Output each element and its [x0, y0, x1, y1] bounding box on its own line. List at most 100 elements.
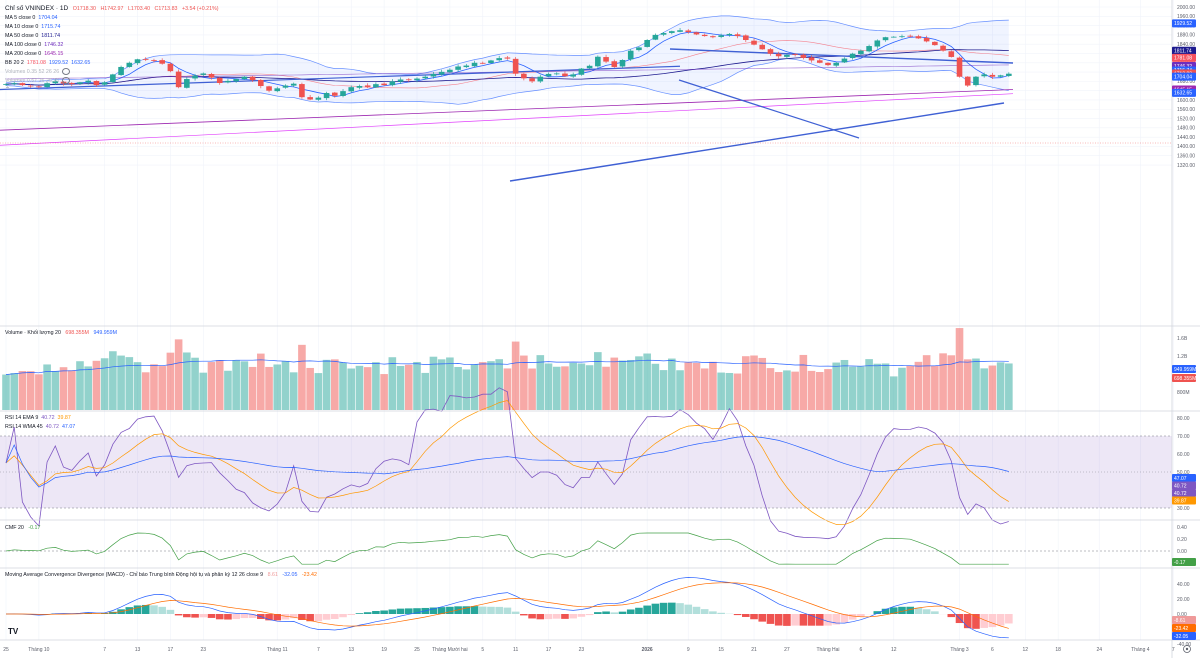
candle-body [882, 37, 889, 41]
candle-body [430, 73, 437, 77]
legend-ma100[interactable]: MA 100 close 0 1746.32 [5, 42, 64, 48]
symbol-title[interactable]: Chỉ số VNINDEX · 1D [5, 5, 69, 12]
candle [792, 53, 798, 57]
candle-body [381, 83, 387, 86]
candle [907, 34, 913, 38]
candle-body [849, 53, 856, 59]
legend-ma200[interactable]: MA 200 close 0 1645.15 [5, 51, 64, 57]
legend-ma5[interactable]: MA 5 close 0 1704.04 [5, 15, 58, 21]
candle [882, 36, 889, 42]
candle-body [233, 79, 239, 82]
macd-legend[interactable]: Moving Average Convergence Divergence (M… [5, 572, 317, 578]
volume-bar [281, 360, 290, 410]
volume-bar [100, 358, 109, 410]
candle-body [266, 86, 272, 91]
macd-histogram-bar [125, 607, 134, 614]
candle [307, 94, 313, 101]
candle [118, 65, 124, 76]
candle [915, 34, 922, 39]
candle [890, 36, 897, 38]
volume-bar [824, 369, 832, 410]
macd-histogram-bar [857, 614, 865, 617]
volume-bar [931, 365, 939, 410]
candle [364, 83, 371, 89]
legend-rsi-ema[interactable]: RSI 14 EMA 9 40.72 39.87 [5, 415, 71, 421]
volume-bar [536, 355, 545, 410]
tradingview-logo[interactable]: TV [8, 627, 19, 636]
bb-lower [5, 58, 1009, 105]
candle [759, 43, 766, 50]
tv-logo-icon[interactable]: TV [8, 627, 19, 636]
legend-ma10[interactable]: MA 10 close 0 1715.74 [5, 24, 61, 30]
ohlc-change: +3.54 (+0.21%) [181, 6, 219, 12]
volume-bar [2, 374, 10, 410]
candle [595, 55, 601, 68]
badge-text: 1781.08 [1174, 56, 1192, 62]
macd [5, 577, 1013, 639]
macd-histogram-bar [996, 614, 1005, 626]
candle-body [734, 34, 741, 37]
macd-histogram-bar [347, 614, 356, 616]
badge-bg [1172, 496, 1196, 505]
time-tick-label: 2026 [642, 647, 653, 653]
macd-signal-line [6, 582, 1009, 629]
candle-body [405, 79, 412, 81]
volume-bar [511, 341, 520, 410]
time-tick-label: 17 [168, 647, 174, 653]
candle-body [964, 76, 971, 86]
candle-body [923, 37, 930, 42]
badge-text: 1929.52 [1174, 21, 1192, 27]
volume-bar [248, 366, 257, 410]
volume-bar [972, 358, 980, 410]
rsi-lines [5, 387, 1009, 540]
candle-body [249, 76, 256, 81]
legend-bb[interactable]: BB 20 2 1781.08 1929.52 1632.65 [5, 60, 91, 66]
candle-body [611, 61, 618, 67]
volume-bar [988, 365, 997, 410]
candle [241, 76, 248, 80]
candle-body [578, 68, 585, 75]
rsi-wma-line [5, 436, 1009, 488]
macd-histogram-bar [528, 614, 536, 619]
time-tick-label: 6 [991, 647, 994, 653]
volume-bar [396, 365, 405, 410]
macd-histogram-bar [980, 614, 988, 628]
time-axis[interactable]: 25 Tháng 10 7 13 17 23 Tháng 11 7 13 19 25 Tháng Mư… [3, 647, 1200, 653]
volume-bar [224, 370, 232, 410]
candle [266, 85, 272, 93]
candle-body [874, 40, 881, 47]
macd-histogram-bar [585, 614, 594, 616]
macd-histogram-bar [470, 606, 479, 614]
candle-body [677, 30, 683, 32]
eye-icon[interactable] [62, 77, 71, 85]
symbol-row[interactable]: Chỉ số VNINDEX · 1D O1718.30 H1742.97 L1… [5, 4, 222, 14]
legend-ma50[interactable]: MA 50 close 0 1811.74 [5, 33, 61, 39]
candle-body [19, 83, 26, 86]
badge-text: -23.42 [1174, 626, 1188, 632]
volume-bar [372, 362, 380, 410]
macd-histogram-bar [692, 606, 701, 614]
volume-bar [996, 362, 1005, 410]
badge-bg [1172, 19, 1196, 28]
macd-histogram-bar [668, 602, 676, 614]
cmf-legend[interactable]: CMF 20 -0.17 [5, 525, 41, 531]
legend-rsi-wma[interactable]: RSI 14 WMA 45 40.72 47.07 [5, 424, 76, 430]
candle [496, 55, 502, 62]
volume-bar [832, 362, 841, 410]
macd-histogram-bar [758, 614, 767, 622]
candle [570, 72, 576, 78]
candle-body [718, 35, 724, 37]
candle-body [932, 41, 938, 46]
axis-badges: 1929.521811.741781.081746.321715.741713.… [1172, 19, 1196, 640]
macd-histogram-bar [298, 614, 306, 620]
ohlc-open: O1718.30 [72, 6, 96, 12]
eye-icon[interactable] [62, 68, 71, 76]
macd-histogram-bar [100, 613, 109, 614]
collapse-legend-icon[interactable]: ⌃ [5, 87, 11, 93]
settings-icon[interactable] [1183, 645, 1191, 653]
volume-bar [84, 366, 92, 410]
legend-volumes-2[interactable]: Volumes 0.57 26 26 26 [5, 77, 222, 86]
legend-volumes-1[interactable]: Volumes 0.35 52 26 26 [5, 68, 222, 77]
